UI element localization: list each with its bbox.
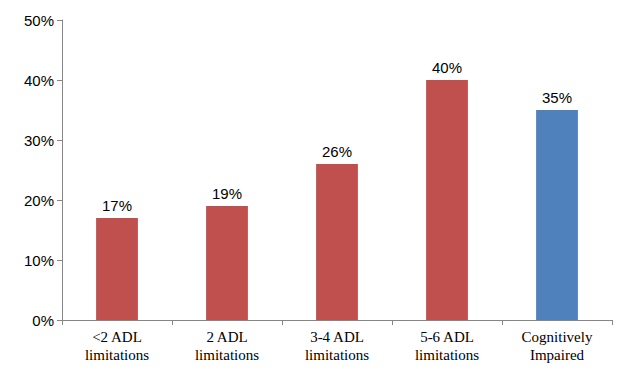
- svg-text:2 ADL: 2 ADL: [206, 329, 247, 345]
- svg-text:50%: 50%: [24, 12, 54, 29]
- svg-text:<2 ADL: <2 ADL: [92, 329, 142, 345]
- svg-text:limitations: limitations: [85, 347, 149, 363]
- svg-text:0%: 0%: [32, 312, 54, 329]
- svg-text:Cognitively: Cognitively: [522, 329, 593, 345]
- svg-text:40%: 40%: [24, 72, 54, 89]
- svg-text:26%: 26%: [322, 143, 352, 160]
- svg-text:limitations: limitations: [415, 347, 479, 363]
- svg-text:30%: 30%: [24, 132, 54, 149]
- svg-text:3-4 ADL: 3-4 ADL: [310, 329, 364, 345]
- svg-text:17%: 17%: [102, 197, 132, 214]
- svg-text:40%: 40%: [432, 59, 462, 76]
- svg-text:limitations: limitations: [305, 347, 369, 363]
- svg-text:Impaired: Impaired: [530, 347, 585, 363]
- svg-text:19%: 19%: [212, 185, 242, 202]
- svg-text:20%: 20%: [24, 192, 54, 209]
- svg-text:5-6 ADL: 5-6 ADL: [420, 329, 474, 345]
- svg-text:35%: 35%: [542, 89, 572, 106]
- svg-text:10%: 10%: [24, 252, 54, 269]
- svg-text:limitations: limitations: [195, 347, 259, 363]
